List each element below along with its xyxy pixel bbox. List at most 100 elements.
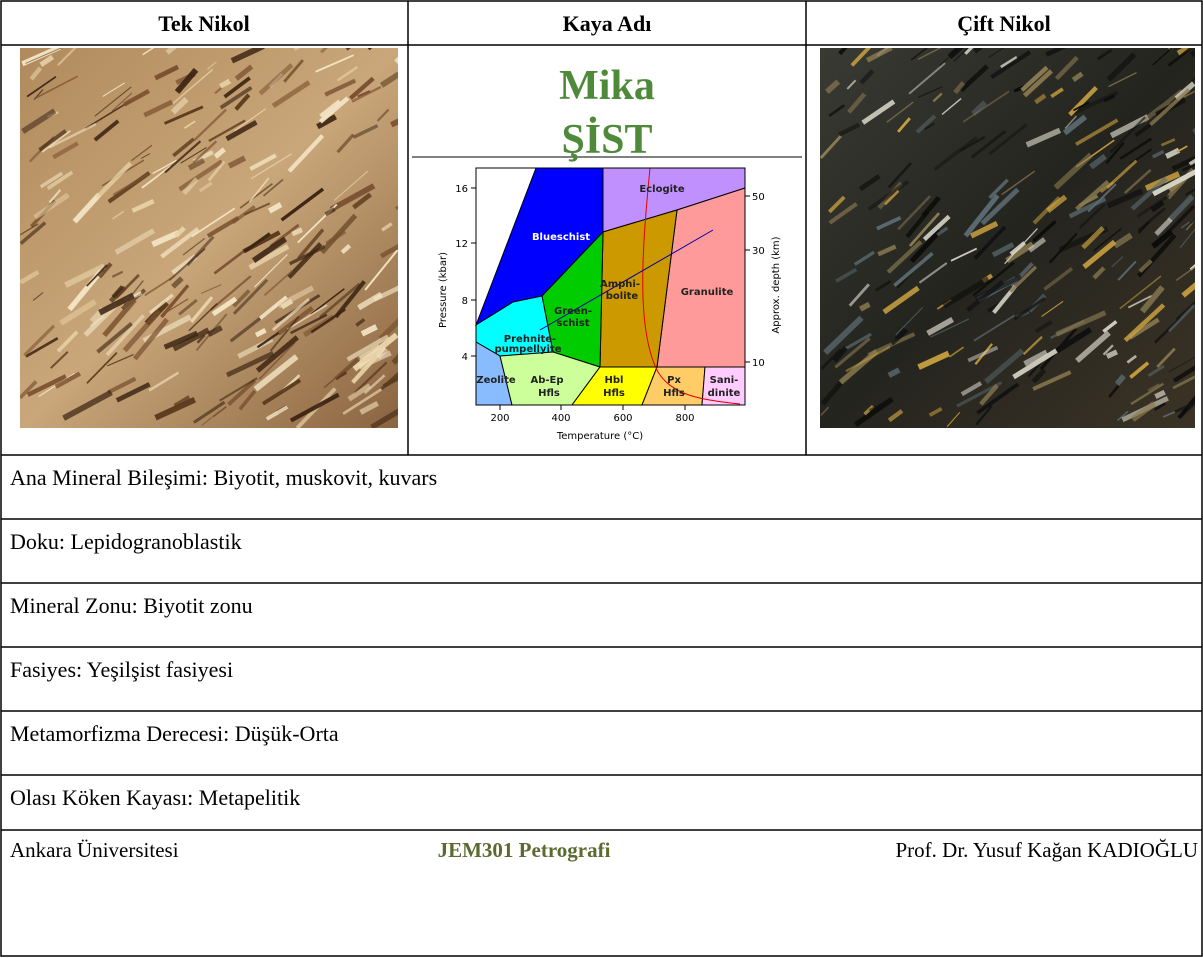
texture-streak [26, 374, 67, 397]
texture-streak [858, 174, 881, 192]
facies-label: Hfls [603, 388, 625, 399]
row-text: Mineral Zonu: Biyotit zonu [10, 593, 253, 618]
facies-label: Ab-Ep [530, 375, 563, 386]
texture-streak [318, 96, 350, 124]
row-text: Doku: Lepidogranoblastik [10, 529, 242, 554]
texture-streak [1102, 320, 1118, 333]
texture-streak [950, 247, 978, 262]
texture-streak [1045, 48, 1067, 57]
texture-streak [1005, 241, 1035, 264]
texture-streak [1075, 330, 1111, 363]
texture-streak [310, 308, 347, 334]
texture-streak [375, 346, 389, 360]
facies-label: Amphi- [600, 279, 640, 290]
texture-streak [105, 314, 145, 357]
texture-streak [1167, 48, 1194, 67]
y2-axis-label: Approx. depth (km) [771, 236, 782, 333]
texture-streak [973, 48, 984, 54]
texture-streak [1114, 374, 1126, 386]
texture-streak [924, 122, 935, 130]
texture-streak [131, 198, 155, 213]
texture-streak [379, 243, 398, 259]
texture-streak [280, 187, 325, 222]
texture-streak [1041, 300, 1064, 317]
texture-streak [832, 346, 848, 363]
texture-streak [1171, 155, 1195, 172]
texture-streak [1167, 194, 1195, 223]
texture-streak [86, 264, 108, 287]
texture-streak [926, 317, 954, 336]
texture-streak [182, 237, 206, 256]
texture-streak [1168, 304, 1195, 333]
texture-streak [1025, 127, 1062, 148]
texture-streak [838, 122, 861, 137]
texture-streak [234, 64, 254, 81]
facies-label: pumpellyite [494, 344, 561, 355]
texture-streak [112, 210, 125, 220]
texture-streak [1137, 207, 1166, 232]
texture-streak [1152, 169, 1195, 197]
texture-streak [382, 376, 398, 388]
texture-streak [357, 291, 383, 311]
y-tick-label: 12 [455, 239, 468, 250]
facies-label: Sani- [710, 375, 739, 386]
texture-streak [107, 376, 137, 395]
texture-streak [114, 228, 156, 255]
texture-streak [324, 78, 357, 97]
texture-streak [1099, 181, 1115, 194]
row-text: Fasiyes: Yeşilşist fasiyesi [10, 657, 233, 682]
texture-streak [917, 86, 943, 99]
texture-streak [1055, 327, 1093, 354]
texture-streak [820, 381, 843, 406]
texture-streak [329, 183, 376, 212]
texture-streak [1138, 259, 1153, 273]
texture-streak [825, 79, 841, 94]
texture-streak [39, 171, 64, 189]
texture-streak [1078, 194, 1099, 208]
texture-streak [897, 195, 931, 231]
texture-streak [1119, 275, 1162, 310]
texture-streak [1027, 237, 1047, 253]
texture-streak [988, 178, 1009, 200]
texture-streak [249, 153, 277, 171]
texture-streak [261, 378, 302, 406]
texture-streak [1001, 170, 1036, 196]
y2-tick-label: 30 [752, 246, 765, 257]
texture-streak [1032, 219, 1057, 243]
texture-streak [1053, 152, 1093, 190]
texture-streak [111, 285, 124, 299]
facies-diagram [475, 167, 746, 406]
texture-streak [359, 346, 382, 362]
texture-streak [988, 123, 1028, 156]
texture-streak [1147, 364, 1165, 377]
texture-streak [144, 275, 176, 297]
texture-streak [884, 189, 900, 206]
facies-label: Prehnite- [504, 334, 556, 345]
texture-streak [1134, 121, 1154, 138]
texture-streak [984, 348, 1025, 384]
texture-streak [1113, 232, 1133, 249]
texture-streak [115, 382, 151, 403]
x-tick-label: 800 [675, 413, 694, 424]
texture-streak [974, 274, 1023, 301]
texture-streak [991, 242, 1015, 258]
texture-streak [230, 48, 265, 64]
texture-streak [1043, 267, 1074, 291]
texture-streak [170, 97, 189, 115]
texture-streak [319, 99, 341, 118]
texture-streak [1105, 141, 1125, 165]
texture-streak [936, 226, 949, 237]
texture-streak [283, 59, 304, 83]
texture-streak [1136, 194, 1170, 218]
texture-streak [289, 392, 340, 423]
texture-streak [174, 67, 199, 94]
row-text: Metamorfizma Derecesi: Düşük-Orta [10, 721, 339, 746]
texture-streak [1048, 232, 1078, 264]
x-tick-label: 200 [490, 413, 509, 424]
texture-streak [859, 301, 871, 312]
texture-streak [1181, 282, 1195, 298]
texture-streak [141, 165, 172, 189]
texture-streak [877, 244, 897, 257]
texture-streak [254, 328, 267, 338]
texture-streak [219, 85, 253, 110]
